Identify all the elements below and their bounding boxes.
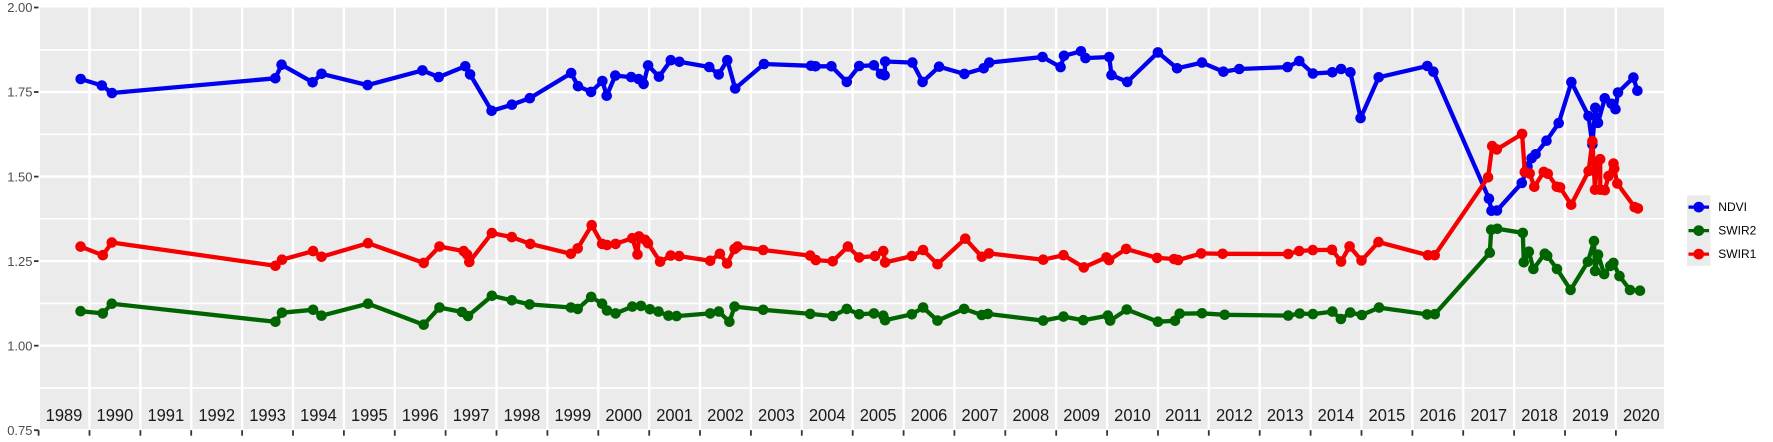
svg-text:1997: 1997 bbox=[453, 405, 490, 425]
svg-text:1990: 1990 bbox=[97, 405, 134, 425]
svg-text:1999: 1999 bbox=[554, 405, 591, 425]
svg-text:2006: 2006 bbox=[911, 405, 948, 425]
svg-text:2009: 2009 bbox=[1063, 405, 1100, 425]
svg-text:2010: 2010 bbox=[1114, 405, 1151, 425]
svg-text:0.75: 0.75 bbox=[7, 423, 32, 438]
svg-text:2003: 2003 bbox=[758, 405, 795, 425]
svg-text:2016: 2016 bbox=[1419, 405, 1456, 425]
svg-text:2007: 2007 bbox=[962, 405, 999, 425]
svg-text:2012: 2012 bbox=[1216, 405, 1253, 425]
svg-text:1.25: 1.25 bbox=[7, 254, 32, 269]
svg-text:2018: 2018 bbox=[1521, 405, 1558, 425]
svg-text:1.50: 1.50 bbox=[7, 169, 32, 184]
svg-text:2000: 2000 bbox=[605, 405, 642, 425]
svg-text:2001: 2001 bbox=[656, 405, 693, 425]
svg-text:2005: 2005 bbox=[860, 405, 897, 425]
svg-text:1.00: 1.00 bbox=[7, 338, 32, 353]
svg-text:2017: 2017 bbox=[1470, 405, 1507, 425]
svg-text:2004: 2004 bbox=[809, 405, 846, 425]
svg-text:1989: 1989 bbox=[46, 405, 83, 425]
svg-text:2014: 2014 bbox=[1318, 405, 1355, 425]
svg-text:1994: 1994 bbox=[300, 405, 337, 425]
svg-text:2020: 2020 bbox=[1623, 405, 1660, 425]
svg-text:2002: 2002 bbox=[707, 405, 744, 425]
svg-text:1996: 1996 bbox=[402, 405, 439, 425]
svg-text:SWIR1: SWIR1 bbox=[1718, 247, 1756, 261]
svg-text:1.75: 1.75 bbox=[7, 85, 32, 100]
svg-text:2.00: 2.00 bbox=[7, 0, 32, 15]
svg-text:2008: 2008 bbox=[1012, 405, 1049, 425]
svg-text:1998: 1998 bbox=[504, 405, 541, 425]
svg-text:1993: 1993 bbox=[249, 405, 286, 425]
svg-text:1995: 1995 bbox=[351, 405, 388, 425]
svg-text:2013: 2013 bbox=[1267, 405, 1304, 425]
svg-text:1991: 1991 bbox=[147, 405, 184, 425]
svg-text:2011: 2011 bbox=[1165, 405, 1202, 425]
svg-text:1992: 1992 bbox=[198, 405, 235, 425]
svg-text:NDVI: NDVI bbox=[1718, 200, 1747, 214]
svg-text:SWIR2: SWIR2 bbox=[1718, 223, 1756, 237]
svg-text:2015: 2015 bbox=[1369, 405, 1406, 425]
svg-text:2019: 2019 bbox=[1572, 405, 1609, 425]
